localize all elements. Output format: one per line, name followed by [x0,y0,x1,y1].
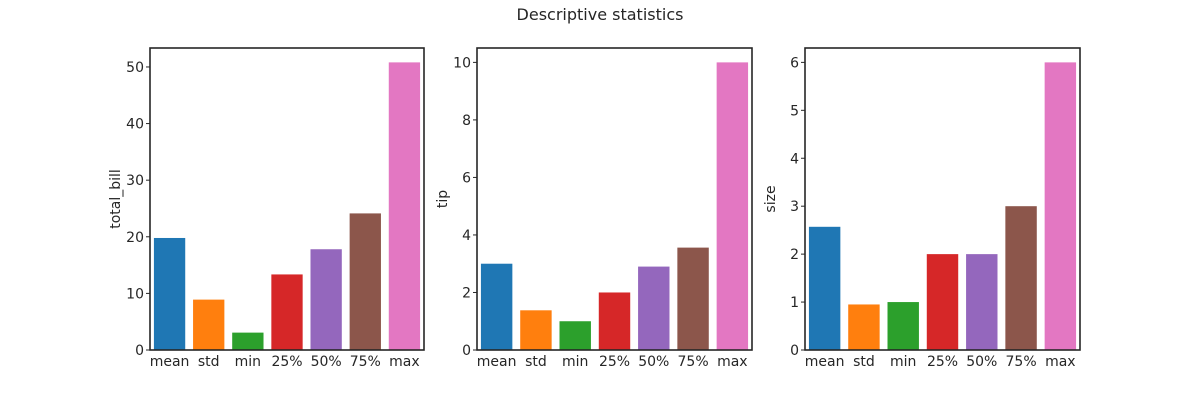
bar-total_bill-5 [349,213,381,350]
x-tick-label: mean [805,354,845,370]
bar-tip-1 [520,310,552,350]
bar-total_bill-1 [193,299,225,350]
x-tick-label: 50% [311,354,342,370]
y-tick-label: 6 [790,55,799,71]
y-tick-label: 0 [462,343,471,359]
bar-size-1 [848,304,880,350]
x-tick-label: min [235,354,261,370]
bar-tip-0 [480,263,513,350]
subplot-total_bill: mean std min 25% 50% 75% max 0 10 20 30 40 50 total_b… [108,47,425,370]
y-tick-label: 30 [126,173,144,189]
y-tick-label: 5 [790,103,799,119]
bar-tip-4 [638,266,670,350]
bar-total_bill-4 [310,249,342,350]
x-tick-label: 75% [678,354,709,370]
y-tick-label: 6 [462,170,471,186]
bar-tip-2 [559,321,591,350]
x-tick-label: 50% [638,354,669,370]
x-tick-label: std [525,354,547,370]
x-tick-label: mean [150,354,190,370]
y-tick-label: 0 [135,343,144,359]
x-tick-label: 25% [599,354,630,370]
subplot-size: mean std min 25% 50% 75% max 0 1 2 3 4 5 6 size [763,47,1081,370]
axes-frame [476,47,753,351]
x-tick-label: max [717,354,748,370]
y-tick-label: 20 [126,230,144,246]
y-axis-label: size [763,185,779,212]
x-tick-label: min [890,354,916,370]
bar-size-4 [966,254,998,350]
bar-size-3 [926,254,959,350]
bar-total_bill-2 [232,332,264,350]
y-axis-label: total_bill [108,169,124,229]
bar-tip-6 [716,62,749,350]
bar-tip-5 [677,247,709,350]
y-tick-label: 1 [790,295,799,311]
y-tick-label: 0 [790,343,799,359]
x-tick-label: 50% [966,354,997,370]
x-tick-label: 75% [1006,354,1037,370]
axes-frame [804,47,1081,351]
y-tick-label: 10 [126,286,144,302]
axes-frame [149,47,425,351]
x-tick-label: std [853,354,875,370]
bar-total_bill-6 [388,62,421,350]
y-tick-label: 40 [126,117,144,133]
x-tick-label: 75% [350,354,381,370]
y-tick-label: 10 [453,55,471,71]
bar-tip-3 [598,292,631,350]
bar-total_bill-3 [271,274,303,350]
x-tick-label: max [389,354,420,370]
y-tick-label: 4 [790,151,799,167]
y-tick-label: 8 [462,113,471,129]
x-tick-label: std [198,354,220,370]
bar-size-2 [887,302,919,350]
figure-title: Descriptive statistics [517,5,684,24]
bar-size-0 [808,226,841,350]
bar-size-6 [1044,62,1077,350]
y-tick-label: 50 [126,60,144,76]
y-tick-label: 2 [462,285,471,301]
y-tick-label: 4 [462,228,471,244]
bar-total_bill-0 [153,237,186,350]
y-axis-label: tip [435,190,451,208]
x-tick-label: min [562,354,588,370]
x-tick-label: mean [477,354,517,370]
x-tick-label: 25% [271,354,302,370]
y-tick-label: 2 [790,247,799,263]
y-tick-label: 3 [790,199,799,215]
x-tick-label: max [1045,354,1076,370]
subplots: mean std min 25% 50% 75% max01020304050total_b… [108,47,1081,370]
bar-size-5 [1005,206,1037,350]
subplot-tip: mean std min 25% 50% 75% max 0 2 4 6 8 10 tip [435,47,753,370]
x-tick-label: 25% [927,354,958,370]
